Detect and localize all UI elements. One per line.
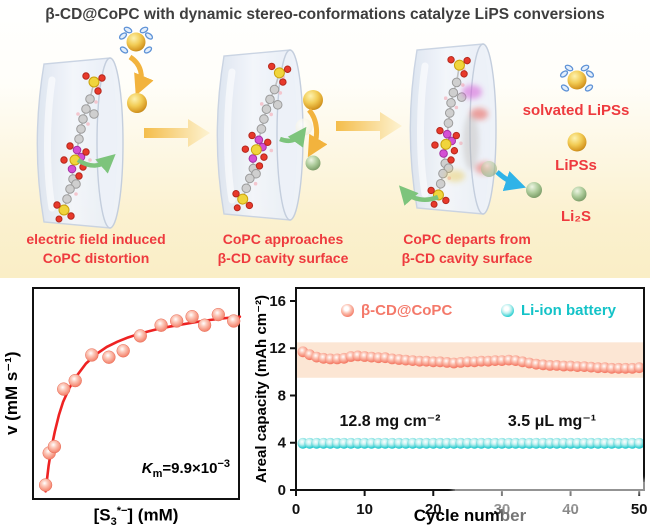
kinetics-plot	[38, 307, 242, 493]
kinetics-data-point	[68, 373, 82, 388]
li2s-icon	[571, 186, 587, 202]
step-label-1-line2: CoPC distortion	[42, 250, 150, 266]
step-label-3: CoPC departs from β-CD cavity surface	[374, 230, 560, 268]
panel-electric-field-distortion	[37, 25, 155, 228]
step-label-3-line2: β-CD cavity surface	[401, 250, 533, 266]
x-tick-label: 10	[356, 501, 373, 518]
kinetics-plot-area: Km=9.9×10−3	[32, 287, 242, 500]
cycling-chart: Areal capacity (mAh cm⁻²) 0 4 8 12 16 0 10 20 30…	[253, 283, 650, 531]
step-label-1: electric field induced CoPC distortion	[3, 230, 189, 268]
bcd-copc-legend-label: β-CD@CoPC	[361, 302, 453, 319]
y-tick-label: 8	[278, 387, 286, 404]
lips-sphere	[127, 93, 147, 113]
km-subscript: m	[152, 468, 163, 480]
beta-cd-cavity	[410, 44, 496, 214]
kinetics-data-point	[185, 310, 199, 324]
kinetics-data-point	[47, 439, 62, 454]
bcd-copc-data-point	[633, 362, 645, 374]
km-annotation: Km=9.9×10−3	[142, 458, 230, 480]
y-tick-label: 12	[269, 340, 286, 357]
figure-title: β-CD@CoPC with dynamic stereo-conformati…	[45, 6, 605, 23]
step-label-2-line1: CoPC approaches	[222, 231, 344, 247]
regeneration-arrow	[398, 185, 439, 206]
li-ion-data-point	[633, 437, 645, 449]
step-label-3-line1: CoPC departs from	[403, 231, 531, 247]
mechanism-illustration	[0, 25, 596, 281]
kinetics-y-axis-label: v (mM s⁻¹)	[2, 351, 21, 436]
lips-icon	[567, 132, 587, 152]
kinetics-data-point	[38, 478, 53, 492]
kinetics-data-point	[170, 314, 184, 328]
y-tick-label: 4	[278, 435, 287, 452]
kinetics-data-point	[227, 314, 241, 328]
series-legend-bcd-copc: β-CD@CoPC	[341, 302, 452, 319]
lips-sphere	[303, 90, 323, 110]
km-symbol: K	[141, 460, 153, 477]
kinetics-data-point	[85, 348, 99, 362]
bcd-copc-marker-icon	[341, 304, 354, 317]
kinetics-data-point	[154, 318, 168, 332]
sulfur-loading-annotation: 12.8 mg cm⁻²	[339, 413, 441, 430]
process-arrow-1	[144, 119, 210, 147]
distortion-arrow	[76, 153, 116, 174]
cycling-x-axis-label: Cycle number	[413, 506, 527, 525]
motion-blur-smudge	[445, 85, 493, 182]
li-ion-legend-label: Li-ion battery	[521, 302, 617, 319]
legend-label-li2s: Li₂S	[561, 208, 591, 225]
watermark-smudge	[455, 482, 650, 492]
departure-arrow	[495, 170, 526, 191]
kinetics-data-point	[133, 329, 147, 343]
process-arrow-2	[336, 112, 402, 140]
li2s-sphere	[305, 155, 321, 171]
step-label-2-line2: β-CD cavity surface	[217, 250, 349, 266]
series-legend-li-ion: Li-ion battery	[501, 302, 616, 319]
approach-arrow	[279, 126, 307, 148]
kinetics-data-point	[197, 318, 212, 332]
legend-label-lipss: LiPSs	[555, 157, 597, 174]
panel-copc-departs	[398, 44, 542, 214]
kinetics-data-point	[211, 307, 225, 322]
kinetics-data-point	[116, 344, 130, 358]
electrolyte-ratio-annotation: 3.5 μL mg⁻¹	[507, 413, 597, 430]
legend-label-solvated-lipss: solvated LiPSs	[522, 102, 630, 119]
step-label-2: CoPC approaches β-CD cavity surface	[190, 230, 376, 268]
li-ion-marker-icon	[501, 304, 514, 317]
y-tick-label: 16	[269, 293, 286, 310]
x-tick-label: 0	[292, 501, 300, 518]
kinetics-data-point	[57, 382, 71, 396]
conversion-arrow	[307, 108, 328, 158]
mechanism-section: β-CD@CoPC with dynamic stereo-conformati…	[0, 0, 650, 278]
kinetics-chart: v (mM s⁻¹) Km=9.9×10−3 [S3*−] (mM)	[0, 283, 255, 531]
desolvation-arrow	[128, 54, 154, 96]
x-tick-label: 20	[425, 501, 442, 518]
solvated-lips-icon	[117, 25, 155, 55]
step-label-1-line1: electric field induced	[26, 231, 166, 247]
kinetics-x-axis-label: [S3*−] (mM)	[93, 505, 179, 529]
li2s-sphere	[526, 182, 542, 198]
cycling-y-axis-label: Areal capacity (mAh cm⁻²)	[253, 295, 270, 483]
watermark-smudge	[503, 511, 608, 525]
km-value: =9.9×10	[162, 460, 218, 477]
intermediate-sphere	[295, 118, 313, 136]
x-tick-label: 50	[631, 501, 648, 518]
kinetics-data-point	[102, 350, 116, 364]
y-tick-label: 0	[278, 482, 286, 499]
solvated-lips-icon	[558, 63, 596, 93]
km-exponent: −3	[217, 458, 230, 470]
watermark-smudge	[492, 497, 607, 507]
departing-li2s-sphere	[481, 161, 497, 177]
panel-copc-approaches	[217, 50, 328, 220]
